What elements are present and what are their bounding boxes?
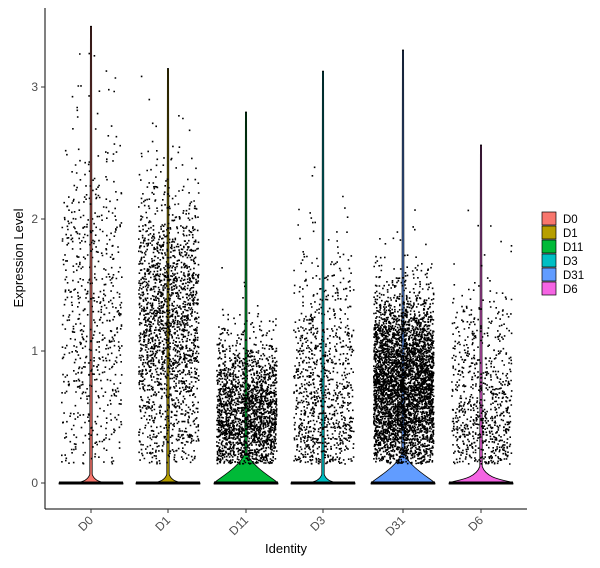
zero-points-d3 [291,481,355,485]
y-axis-title: Expression Level [11,208,26,307]
zero-points-d1 [136,481,200,485]
legend-key-d0 [541,211,557,226]
legend-label-d11: D11 [563,242,583,254]
legend-key-d31 [541,267,557,282]
legend-label-d1: D1 [563,228,578,240]
violin-d3 [290,70,356,485]
y-tick-label-2: 2 [31,212,38,226]
x-tick-label-d0: D0 [75,513,96,534]
legend-key-d6 [541,281,557,296]
x-axis-ticks: D0 D1 D11 D3 D31 D6 [75,509,486,539]
x-tick-label-d3: D3 [307,513,328,534]
jitter-points-d31 [373,209,435,465]
legend-label-d31: D31 [563,270,584,282]
y-tick-label-1: 1 [31,344,38,358]
zero-points-d0 [59,481,123,485]
y-tick-label-0: 0 [31,476,38,490]
y-axis-ticks: 0 1 2 3 [31,80,45,490]
jitter-points-d3 [293,166,355,465]
legend-label-d6: D6 [563,284,578,296]
x-tick-label-d6: D6 [465,513,486,534]
legend: D0 D1 D11 D3 D31 D6 [541,211,584,296]
x-tick-label-d1: D1 [152,513,173,534]
x-tick-label-d31: D31 [383,513,409,539]
zero-points-d11 [214,481,278,485]
legend-label-d3: D3 [563,256,578,268]
legend-label-d0: D0 [563,214,578,226]
jitter-points-layer [59,52,513,485]
y-tick-label-3: 3 [31,80,38,94]
zero-points-d6 [449,481,513,485]
legend-key-d1 [541,225,557,240]
violin-layer [58,25,514,485]
legend-key-d11 [541,239,557,254]
violin-d0 [58,25,124,485]
x-tick-label-d11: D11 [226,513,251,538]
legend-key-d3 [541,253,557,268]
zero-points-d31 [371,481,435,485]
jitter-points-d11 [216,267,278,465]
x-axis-title: Identity [265,541,307,556]
jitter-points-d6 [451,209,513,465]
